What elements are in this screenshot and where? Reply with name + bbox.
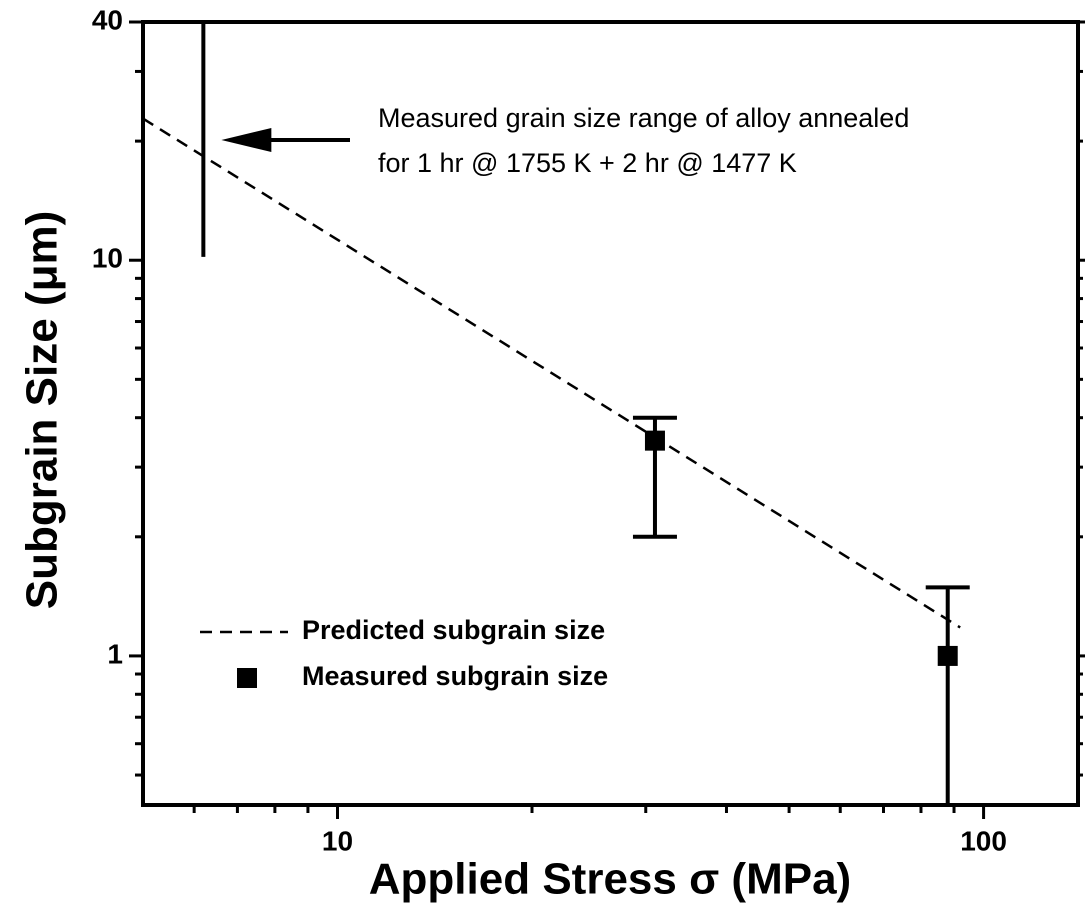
legend-label: Predicted subgrain size	[302, 615, 605, 645]
annotation-arrowhead	[221, 128, 272, 152]
y-tick-label: 1	[107, 638, 123, 669]
legend-swatch	[237, 668, 257, 688]
x-tick-label: 100	[960, 825, 1007, 856]
legend-label: Measured subgrain size	[302, 661, 608, 691]
y-tick-label: 40	[92, 4, 123, 35]
data-point	[644, 430, 665, 451]
plot-frame	[141, 20, 1080, 807]
y-tick-label: 10	[92, 243, 123, 274]
annotation-line: for 1 hr @ 1755 K + 2 hr @ 1477 K	[378, 148, 797, 178]
annotation-line: Measured grain size range of alloy annea…	[378, 103, 909, 133]
predicted-line	[142, 117, 961, 629]
x-axis-title: Applied Stress σ (MPa)	[369, 855, 851, 904]
y-axis-title: Subgrain Size (μm)	[18, 211, 67, 610]
data-point	[937, 645, 958, 666]
x-tick-label: 10	[322, 825, 353, 856]
